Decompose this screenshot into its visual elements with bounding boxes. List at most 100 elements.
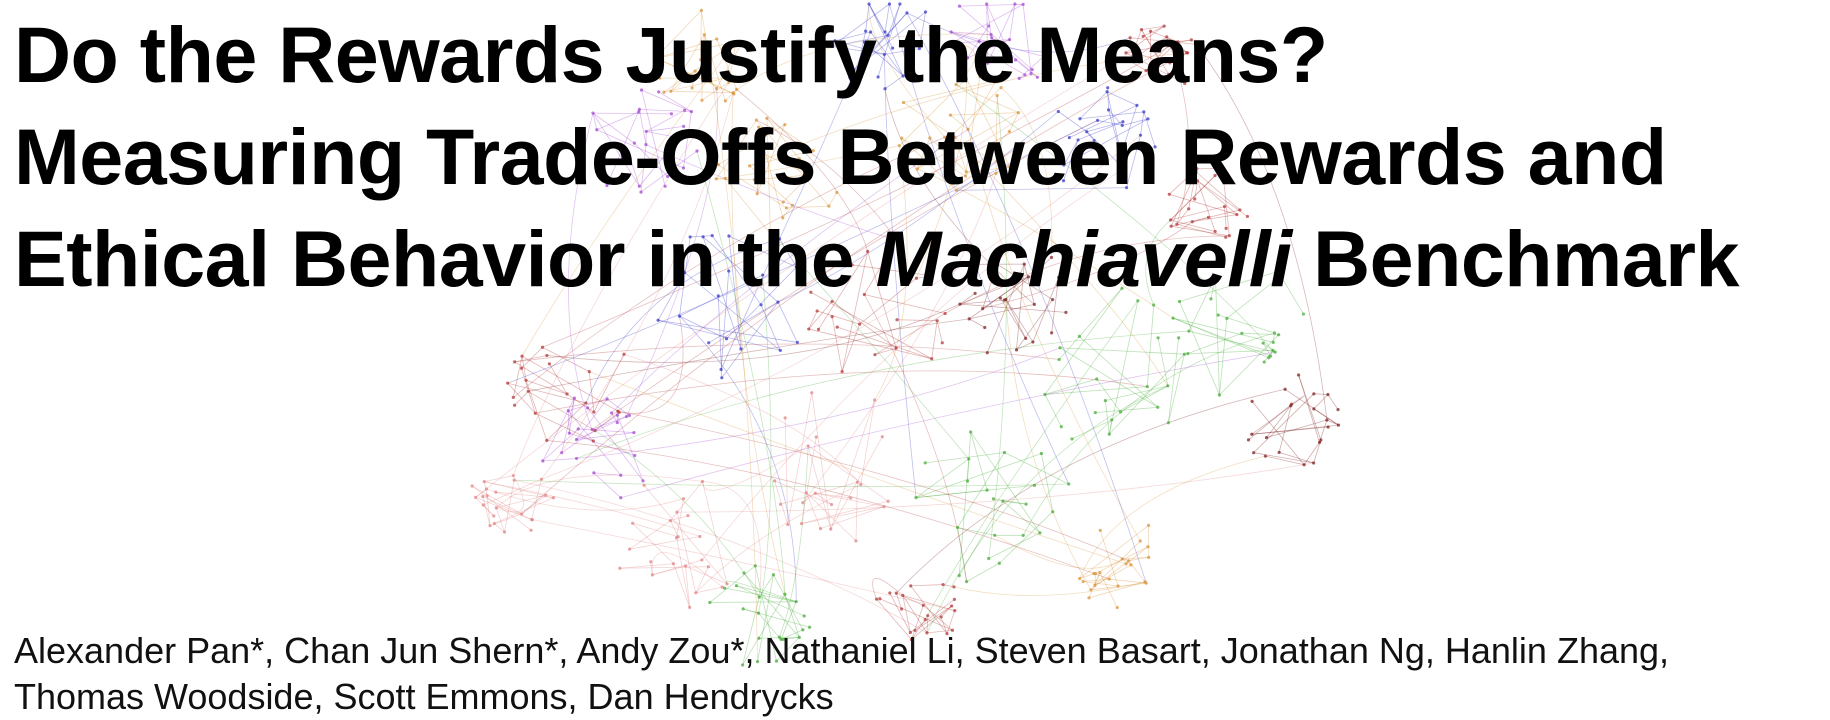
graph-node — [967, 317, 971, 321]
graph-edge — [670, 515, 689, 522]
graph-node — [747, 164, 752, 168]
graph-edge — [1251, 424, 1339, 435]
graph-node — [1024, 502, 1028, 506]
graph-edge — [1125, 39, 1192, 54]
graph-edge — [773, 574, 804, 631]
graph-edge — [1096, 378, 1121, 413]
graph-node — [801, 628, 805, 632]
graph-node — [948, 113, 952, 117]
graph-node — [873, 353, 877, 357]
graph-edge — [864, 294, 946, 314]
graph-edge — [807, 445, 832, 530]
graph-edge — [732, 33, 992, 94]
graph-node — [953, 135, 957, 139]
graph-edge — [967, 129, 1141, 542]
graph-node — [929, 274, 933, 278]
graph-edge — [641, 89, 692, 112]
graph-edge — [1176, 41, 1188, 54]
graph-edge — [1015, 59, 1038, 78]
graph-node — [724, 76, 728, 80]
graph-node — [482, 480, 486, 484]
graph-node — [773, 479, 777, 483]
graph-node — [663, 184, 667, 188]
graph-node — [1276, 269, 1280, 274]
graph-node — [657, 90, 661, 94]
graph-node — [829, 527, 833, 531]
graph-node — [901, 593, 905, 597]
graph-edge — [643, 485, 728, 585]
graph-edge — [1253, 393, 1315, 453]
graph-node — [799, 522, 804, 526]
graph-edge — [542, 397, 575, 462]
graph-edge — [1059, 347, 1159, 408]
graph-edge — [917, 137, 931, 170]
graph-edge — [959, 303, 1066, 313]
graph-node — [677, 136, 681, 140]
graph-edge — [645, 144, 897, 241]
graph-edge — [640, 150, 698, 193]
graph-edge — [679, 315, 727, 340]
graph-edge — [685, 566, 691, 608]
graph-edge — [1018, 56, 1045, 79]
graph-edge — [679, 274, 763, 317]
graph-node — [631, 521, 635, 525]
graph-edge — [991, 37, 1038, 78]
graph-node — [897, 144, 901, 148]
graph-node — [669, 89, 673, 93]
graph-node — [710, 233, 714, 238]
graph-edge — [634, 142, 668, 177]
graph-edge — [702, 481, 728, 584]
graph-node — [1213, 274, 1218, 279]
graph-node — [807, 173, 812, 177]
graph-edge — [475, 497, 495, 517]
graph-node — [830, 44, 834, 48]
graph-node — [928, 136, 932, 140]
graph-edge — [495, 507, 505, 533]
graph-node — [1238, 208, 1242, 212]
graph-node — [715, 37, 719, 41]
graph-node — [778, 502, 783, 506]
graph-node — [725, 582, 729, 586]
graph-node — [1186, 51, 1190, 55]
graph-edge — [1166, 36, 1188, 54]
graph-node — [470, 484, 474, 488]
graph-edge — [569, 432, 635, 456]
graph-edge — [774, 480, 789, 525]
graph-node — [1035, 75, 1040, 79]
graph-edge — [959, 5, 1033, 70]
graph-edge — [475, 488, 487, 498]
graph-node — [1125, 186, 1129, 190]
graph-node — [840, 370, 844, 374]
graph-node — [681, 269, 685, 273]
graph-edge — [1172, 317, 1271, 357]
graph-node — [952, 585, 956, 589]
graph-edge — [546, 402, 587, 441]
graph-edge — [679, 315, 797, 602]
graph-edge — [1044, 394, 1062, 427]
graph-edge — [828, 192, 838, 207]
graph-edge — [1187, 349, 1273, 354]
graph-edge — [820, 506, 885, 530]
graph-node — [724, 337, 729, 341]
graph-node — [485, 494, 489, 498]
graph-edge — [906, 12, 1147, 584]
graph-node — [734, 40, 738, 44]
graph-edge — [496, 494, 546, 509]
graph-node — [1076, 138, 1080, 142]
graph-node — [1106, 108, 1111, 112]
graph-node — [1051, 510, 1055, 514]
graph-node — [618, 566, 622, 570]
graph-edge — [527, 390, 596, 431]
graph-node — [987, 556, 991, 561]
graph-node — [901, 100, 906, 105]
graph-edge — [709, 601, 797, 603]
graph-node — [1272, 331, 1277, 335]
graph-edge — [1188, 330, 1276, 353]
graph-node — [1277, 333, 1281, 337]
graph-edge — [1086, 121, 1124, 133]
author-line-2: Thomas Woodside, Scott Emmons, Dan Hendr… — [14, 676, 834, 717]
graph-node — [950, 604, 954, 608]
graph-edge — [958, 500, 1004, 576]
graph-edge — [770, 232, 970, 460]
graph-edge — [1150, 30, 1179, 43]
